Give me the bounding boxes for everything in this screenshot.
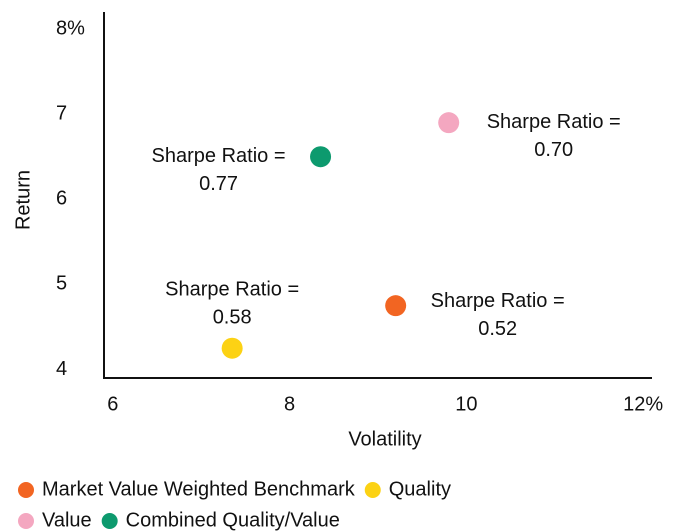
annotation: Sharpe Ratio = (431, 290, 565, 312)
y-tick-label: 6 (56, 188, 67, 210)
x-tick-label: 10 (455, 393, 477, 415)
x-tick-label: 12% (623, 393, 663, 415)
x-tick-label: 8 (284, 393, 295, 415)
legend-label: Value (42, 509, 92, 531)
legend-label: Market Value Weighted Benchmark (42, 478, 356, 500)
y-tick-label: 4 (56, 358, 67, 380)
annotation: 0.77 (199, 173, 238, 195)
annotation: Sharpe Ratio = (165, 278, 299, 300)
y-tick-label: 5 (56, 273, 67, 295)
point (438, 112, 460, 134)
x-tick-label: 6 (107, 393, 118, 415)
x-axis-title: Volatility (348, 428, 421, 450)
legend-marker (101, 513, 118, 529)
legend-marker (18, 482, 34, 498)
annotation: 0.70 (534, 139, 573, 161)
annotation: Sharpe Ratio = (152, 145, 286, 167)
point (221, 337, 243, 359)
legend-label: Combined Quality/Value (126, 509, 340, 531)
annotation: 0.52 (478, 318, 517, 340)
annotation: 0.58 (213, 306, 252, 328)
annotation: Sharpe Ratio = (487, 111, 621, 133)
legend-label: Quality (389, 478, 451, 500)
point (310, 146, 332, 168)
y-axis-title: Return (12, 170, 34, 230)
legend-marker (18, 513, 34, 529)
y-tick-label: 7 (56, 102, 67, 124)
point (385, 295, 407, 317)
y-tick-label: 8% (56, 17, 85, 39)
legend-marker (364, 482, 381, 498)
